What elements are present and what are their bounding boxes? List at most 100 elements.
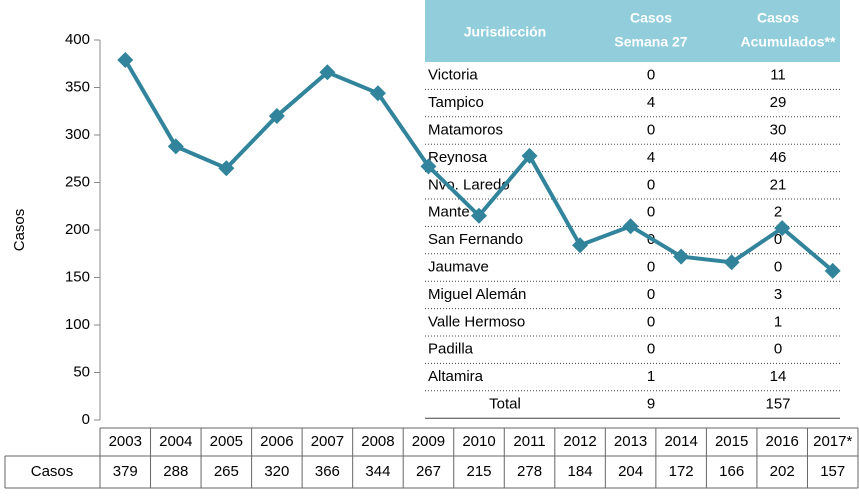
data-cell: 320 <box>264 463 289 480</box>
table-cell: Nvo. Laredo <box>428 176 510 193</box>
table-cell: Victoria <box>428 67 478 84</box>
data-cell: 215 <box>466 463 491 480</box>
table-cell: 2 <box>774 204 782 221</box>
table-total: Total <box>489 395 521 412</box>
marker <box>622 218 639 235</box>
data-cell: 379 <box>113 463 138 480</box>
x-tick-label: 2016 <box>766 433 799 450</box>
marker <box>824 262 841 279</box>
y-tick-label: 200 <box>65 221 90 238</box>
marker <box>319 64 336 81</box>
marker <box>471 207 487 224</box>
table-cell: Matamoros <box>428 121 503 138</box>
table-cell: Jaumave <box>428 258 489 275</box>
table-cell: 30 <box>770 121 787 138</box>
table-header: Semana 27 <box>614 34 687 50</box>
marker <box>723 254 740 271</box>
y-tick-label: 400 <box>65 31 90 48</box>
y-tick-label: 300 <box>65 126 90 143</box>
table-cell: 0 <box>647 313 655 330</box>
table-cell: 1 <box>647 368 655 385</box>
x-tick-label: 2008 <box>361 433 394 450</box>
table-cell: 29 <box>770 94 787 111</box>
x-tick-label: 2007 <box>311 433 344 450</box>
x-tick-label: 2004 <box>159 433 192 450</box>
x-tick-label: 2010 <box>462 433 495 450</box>
table-cell: Padilla <box>428 341 474 358</box>
marker <box>673 248 690 265</box>
marker <box>369 85 386 102</box>
table-cell: 0 <box>647 286 655 303</box>
table-cell: 1 <box>774 313 782 330</box>
x-tick-label: 2006 <box>260 433 293 450</box>
x-tick-label: 2012 <box>563 433 596 450</box>
x-tick-label: 2003 <box>109 433 142 450</box>
data-cell: 166 <box>719 463 744 480</box>
table-cell: 21 <box>770 176 787 193</box>
y-tick-label: 150 <box>65 268 90 285</box>
table-cell: Valle Hermoso <box>428 313 525 330</box>
x-tick-label: 2017* <box>813 433 852 450</box>
data-cell: 202 <box>770 463 795 480</box>
data-cell: 184 <box>568 463 593 480</box>
table-header: Casos <box>630 10 672 26</box>
table-cell: 0 <box>647 204 655 221</box>
x-tick-label: 2005 <box>210 433 243 450</box>
y-tick-label: 250 <box>65 173 90 190</box>
data-cell: 288 <box>163 463 188 480</box>
y-axis-label: Casos <box>11 209 28 252</box>
x-tick-label: 2009 <box>412 433 445 450</box>
table-cell: 0 <box>774 258 782 275</box>
table-cell: 3 <box>774 286 782 303</box>
data-cell: 366 <box>315 463 340 480</box>
table-header: Casos <box>757 10 799 26</box>
y-tick-label: 0 <box>82 411 90 428</box>
row-label: Casos <box>31 463 74 480</box>
data-cell: 265 <box>214 463 239 480</box>
table-cell: 0 <box>774 231 782 248</box>
table-header: Jurisdicción <box>464 24 546 40</box>
table-cell: Mante <box>428 204 470 221</box>
table-cell: Tampico <box>428 94 484 111</box>
marker <box>167 138 184 155</box>
y-tick-label: 50 <box>73 363 90 380</box>
table-cell: 0 <box>774 341 782 358</box>
data-cell: 267 <box>416 463 441 480</box>
table-cell: 0 <box>647 176 655 193</box>
x-tick-label: 2011 <box>513 433 545 450</box>
table-header: Acumulados** <box>741 34 836 50</box>
table-cell: Altamira <box>428 368 484 385</box>
table-cell: 0 <box>647 258 655 275</box>
table-cell: San Fernando <box>428 231 523 248</box>
y-tick-label: 100 <box>65 316 90 333</box>
x-tick-label: 2015 <box>715 433 748 450</box>
marker <box>521 147 538 164</box>
table-cell: 0 <box>647 67 655 84</box>
table-cell: 14 <box>770 368 787 385</box>
data-cell: 278 <box>517 463 542 480</box>
marker <box>572 237 589 254</box>
y-tick-label: 350 <box>65 78 90 95</box>
table-cell: 0 <box>647 341 655 358</box>
table-header-bg <box>425 0 840 62</box>
data-cell: 172 <box>669 463 694 480</box>
marker <box>117 51 134 68</box>
table-cell: 4 <box>647 149 655 166</box>
table-cell: 4 <box>647 94 655 111</box>
table-total: 9 <box>647 395 655 412</box>
x-tick-label: 2014 <box>664 433 697 450</box>
table-cell: 0 <box>647 121 655 138</box>
table-cell: Reynosa <box>428 149 488 166</box>
table-cell: 11 <box>770 67 786 84</box>
data-cell: 157 <box>820 463 845 480</box>
table-cell: Miguel Alemán <box>428 286 526 303</box>
data-cell: 344 <box>365 463 390 480</box>
marker <box>218 160 235 177</box>
table-cell: 46 <box>770 149 787 166</box>
marker <box>774 220 791 237</box>
x-tick-label: 2013 <box>614 433 647 450</box>
table-total: 157 <box>765 395 790 412</box>
data-cell: 204 <box>618 463 643 480</box>
marker <box>268 108 285 124</box>
